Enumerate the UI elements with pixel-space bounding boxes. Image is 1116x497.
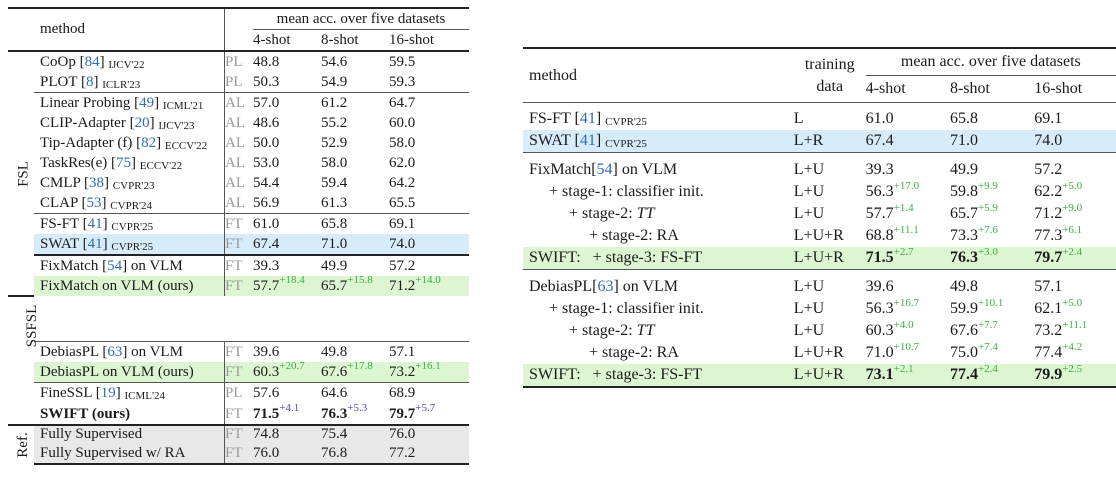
spacer [523, 269, 1116, 276]
table-row: SSFSL DebiasPL [63] on VLM FT 39.6 49.8 … [8, 304, 469, 362]
table-row: FS-FT [41] CVPR'25 FT 61.0 65.8 69.1 [8, 213, 469, 234]
shot-8-header: 8-shot [949, 75, 1035, 103]
table-row: FS-FT [41] CVPR'25 L 61.0 65.8 69.1 [529, 110, 1063, 128]
table-row: FSL CoOp [84] IJCV'22 PL 48.8 54.6 59.5 [8, 50, 469, 297]
shot-8-header: 8-shot [321, 29, 389, 51]
table-row: FineSSL [19] ICML'24 PL 57.6 64.6 68.9 [8, 382, 469, 404]
table-row: TaskRes(e) [75] ECCV'22 AL 53.0 58.0 62.… [40, 153, 416, 173]
table-row: + stage-2: TT L+U 60.3+4.0 67.6+7.7 73.2… [569, 319, 1088, 339]
header-row: method mean acc. over five datasets [8, 7, 469, 51]
table-row: Tip-Adapter (f) [82] ECCV'22 AL 50.0 52.… [40, 133, 416, 153]
table-row: + stage-2: RA L+U+R 68.8+11.1 73.3+7.6 7… [589, 224, 1083, 244]
table-row: Fully Supervised w/ RA FT 76.0 76.8 77.2 [8, 443, 469, 465]
table-row: Linear Probing [49] ICML'21 AL 57.0 61.2… [8, 92, 469, 113]
table-row-highlight: SWIFT: + stage-3: FS-FT L+U+R 71.5+2.7 7… [523, 246, 1116, 270]
table-row: SWIFT (ours) FT 71.5+4.1 76.3+5.3 79.7+5… [8, 402, 469, 425]
shot-4-header: 4-shot [865, 75, 950, 103]
fsl-group-label: FSL [15, 160, 32, 187]
table-row: FixMatch [54] on VLM FT 39.3 49.9 57.2 [8, 254, 469, 276]
table-row: CLIP-Adapter [20] IJCV'23 AL 48.6 55.2 6… [40, 113, 416, 133]
ssfsl-group-label: SSFSL [23, 304, 40, 347]
table-row-highlight: SWAT [41] CVPR'25 L+R 67.4 71.0 74.0 [523, 130, 1116, 153]
spacer [523, 152, 1116, 159]
method-header: method [34, 7, 225, 51]
mean-acc-header: mean acc. over five datasets [253, 7, 469, 30]
table-row-highlight: DebiasPL on VLM (ours) FT 60.3+20.7 67.6… [8, 360, 469, 383]
left-results-table-lower: SSFSL DebiasPL [63] on VLM FT 39.6 49.8 … [8, 304, 469, 465]
shot-header-row: 4-shot 8-shot 16-shot [8, 29, 469, 51]
shot-header-row: 4-shot 8-shot 16-shot [523, 75, 1116, 103]
left-results-table: method mean acc. over five datasets 4-sh… [8, 7, 469, 297]
table-row: PLOT [8] ICLR'23 PL 50.3 54.9 59.3 [40, 72, 416, 93]
shot-16-header: 16-shot [389, 29, 469, 51]
table-row: + stage-1: classifier init. L+U 56.3+16.… [549, 297, 1083, 317]
shot-4-header: 4-shot [253, 29, 321, 51]
method-header: method [523, 47, 794, 103]
spacer [523, 102, 1116, 108]
table-row: + stage-1: classifier init. L+U 56.3+17.… [549, 180, 1083, 200]
mean-acc-header: mean acc. over five datasets [865, 47, 1116, 76]
shot-16-header: 16-shot [1034, 75, 1116, 103]
table-row: Ref. Fully Supervised FT 74.8 75.4 76.0 [8, 424, 469, 464]
header-row: method training data mean acc. over five … [523, 47, 1116, 103]
table-row: FixMatch[54] on VLM L+U 39.3 49.9 57.2 [529, 161, 1063, 178]
ref-group-label: Ref. [15, 432, 32, 458]
table-row: CLAP [53] CVPR'24 AL 56.9 61.3 65.5 [40, 193, 416, 214]
table-row-highlight: SWIFT: + stage-3: FS-FT L+U+R 73.1+2.1 7… [523, 363, 1116, 388]
table-row-highlight: FixMatch on VLM (ours) FT 57.7+18.4 65.7… [8, 274, 469, 296]
table-row: CMLP [38] CVPR'23 AL 54.4 59.4 64.2 [40, 173, 416, 193]
training-data-header: training data [793, 47, 866, 103]
right-results-table: method training data mean acc. over five … [523, 47, 1116, 388]
table-row: DebiasPL[63] on VLM L+U 39.6 49.8 57.1 [529, 278, 1063, 295]
table-row: + stage-2: RA L+U+R 71.0+10.7 75.0+7.4 7… [589, 341, 1083, 361]
table-row: + stage-2: TT L+U 57.7+1.4 65.7+5.9 71.2… [569, 202, 1083, 222]
table-row-highlight: SWAT [41] CVPR'25 FT 67.4 71.0 74.0 [8, 234, 469, 255]
